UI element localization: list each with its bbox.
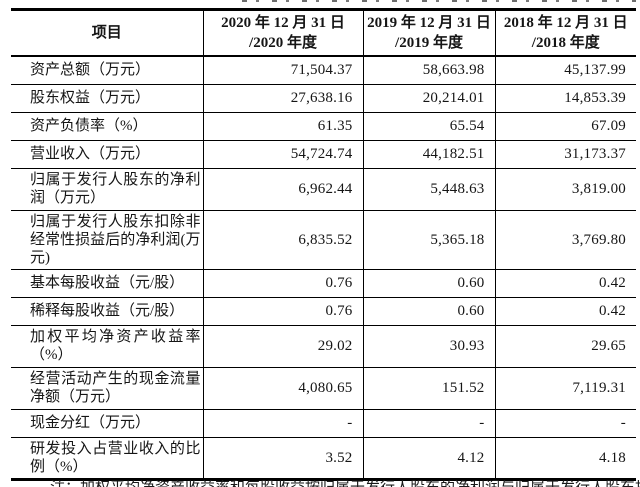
value-cell-2020: 3.52 [202,436,364,480]
period-year-line: /2020 年度 [249,35,317,51]
value-cell-2020: 27,638.16 [202,83,364,113]
value-cell-2018: 0.42 [494,268,636,298]
value-cell-2018: 29.65 [494,324,636,368]
value-cell-2018: 31,173.37 [494,139,636,169]
value-cell-2018: 14,853.39 [494,83,636,113]
value-cell-2020: 4,080.65 [202,366,364,410]
financial-indicators-table: 项目 2020 年 12 月 31 日 /2020 年度 2019 年 12 月… [11,8,636,481]
row-label: 现金分红（万元） [11,408,204,438]
value-cell-2019: 44,182.51 [362,139,496,169]
period-year-line: /2019 年度 [395,35,463,51]
period-date-line: 2018 年 12 月 31 日 [503,15,628,31]
table-row-net-profit: 归属于发行人股东的净利润（万元） 6,962.44 5,448.63 3,819… [11,167,636,211]
clipped-footnote-text: 注：加权平均净资产收益率和每股收益按归属于发行人股东的净利润与归属于发行人股东扣… [50,480,640,487]
value-cell-2020: - [202,408,364,438]
value-cell-2019: 151.52 [362,366,496,410]
value-cell-2018: 0.42 [494,296,636,326]
value-cell-2018: 45,137.99 [494,55,636,85]
value-cell-2018: 7,119.31 [494,366,636,410]
table-row-weighted-roe: 加权平均净资产收益率（%） 29.02 30.93 29.65 [11,324,636,368]
row-label: 股东权益（万元） [11,83,204,113]
value-cell-2019: 4.12 [362,436,496,480]
value-cell-2018: - [494,408,636,438]
table-row-basic-eps: 基本每股收益（元/股） 0.76 0.60 0.42 [11,268,636,298]
header-cell-period-2018: 2018 年 12 月 31 日 /2018 年度 [494,9,636,57]
row-label: 资产负债率（%） [11,111,204,141]
period-date-line: 2020 年 12 月 31 日 [221,15,345,31]
table-row-operating-revenue: 营业收入（万元） 54,724.74 44,182.51 31,173.37 [11,139,636,169]
value-cell-2019: 5,365.18 [362,209,496,270]
table-row-rd-expense-ratio: 研发投入占营业收入的比例（%） 3.52 4.12 4.18 [11,436,636,480]
value-cell-2019: 0.60 [362,296,496,326]
value-cell-2020: 6,962.44 [202,167,364,211]
value-cell-2020: 0.76 [202,296,364,326]
row-label: 基本每股收益（元/股） [11,268,204,298]
header-cell-period-2020: 2020 年 12 月 31 日 /2020 年度 [202,9,364,57]
table-row-total-assets: 资产总额（万元） 71,504.37 58,663.98 45,137.99 [11,55,636,85]
value-cell-2020: 29.02 [202,324,364,368]
value-cell-2019: 20,214.01 [362,83,496,113]
row-label: 归属于发行人股东扣除非经常性损益后的净利润(万元) [11,209,204,270]
row-label: 营业收入（万元） [11,139,204,169]
table-row-debt-ratio: 资产负债率（%） 61.35 65.54 67.09 [11,111,636,141]
period-date-line: 2019 年 12 月 31 日 [367,15,491,31]
table-row-operating-cash-flow: 经营活动产生的现金流量净额（万元） 4,080.65 151.52 7,119.… [11,366,636,410]
table-row-diluted-eps: 稀释每股收益（元/股） 0.76 0.60 0.42 [11,296,636,326]
table-row-shareholders-equity: 股东权益（万元） 27,638.16 20,214.01 14,853.39 [11,83,636,113]
row-label: 稀释每股收益（元/股） [11,296,204,326]
value-cell-2018: 3,769.80 [494,209,636,270]
value-cell-2020: 71,504.37 [202,55,364,85]
header-cell-item: 项目 [11,9,204,57]
value-cell-2020: 54,724.74 [202,139,364,169]
row-label: 加权平均净资产收益率（%） [11,324,204,368]
value-cell-2019: 0.60 [362,268,496,298]
value-cell-2019: 30.93 [362,324,496,368]
value-cell-2020: 0.76 [202,268,364,298]
row-label: 研发投入占营业收入的比例（%） [11,436,204,480]
value-cell-2018: 67.09 [494,111,636,141]
header-row: 项目 2020 年 12 月 31 日 /2020 年度 2019 年 12 月… [11,9,636,57]
value-cell-2018: 3,819.00 [494,167,636,211]
row-label: 归属于发行人股东的净利润（万元） [11,167,204,211]
table-row-net-profit-excl-nonrecurring: 归属于发行人股东扣除非经常性损益后的净利润(万元) 6,835.52 5,365… [11,209,636,270]
value-cell-2020: 6,835.52 [202,209,364,270]
row-label: 资产总额（万元） [11,55,204,85]
period-year-line: /2018 年度 [531,35,600,51]
clipped-text-remnant-top [242,0,636,2]
value-cell-2019: - [362,408,496,438]
value-cell-2019: 58,663.98 [362,55,496,85]
header-cell-period-2019: 2019 年 12 月 31 日 /2019 年度 [362,9,496,57]
value-cell-2019: 65.54 [362,111,496,141]
table-row-cash-dividend: 现金分红（万元） - - - [11,408,636,438]
row-label: 经营活动产生的现金流量净额（万元） [11,366,204,410]
value-cell-2019: 5,448.63 [362,167,496,211]
value-cell-2020: 61.35 [202,111,364,141]
value-cell-2018: 4.18 [494,436,636,480]
